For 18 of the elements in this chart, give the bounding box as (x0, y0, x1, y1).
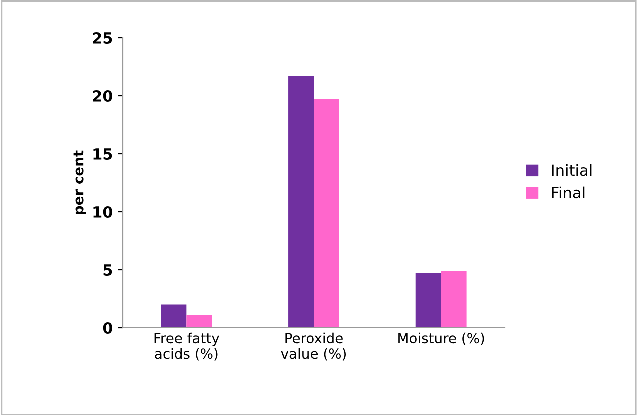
y-tick-label: 25 (93, 32, 112, 44)
y-tick-label: 20 (93, 90, 113, 102)
x-tick-label: Moisture (%) (398, 332, 484, 346)
y-tick-label: 5 (104, 264, 112, 276)
y-tick-label: 10 (94, 206, 113, 218)
legend-label: Initial (552, 164, 592, 176)
x-tick-label: Free fatty acids (%) (154, 332, 220, 361)
bar (416, 273, 442, 328)
x-tick-label: Peroxide value (%) (281, 332, 346, 361)
legend-label: Final (552, 186, 585, 199)
y-tick-label: 0 (103, 322, 113, 334)
bar (186, 315, 212, 328)
bar (161, 304, 187, 328)
y-tick-label: 15 (94, 148, 112, 160)
bar (441, 271, 467, 328)
y-axis-title: per cent (74, 150, 86, 214)
bar (288, 76, 314, 328)
bar (314, 99, 340, 328)
